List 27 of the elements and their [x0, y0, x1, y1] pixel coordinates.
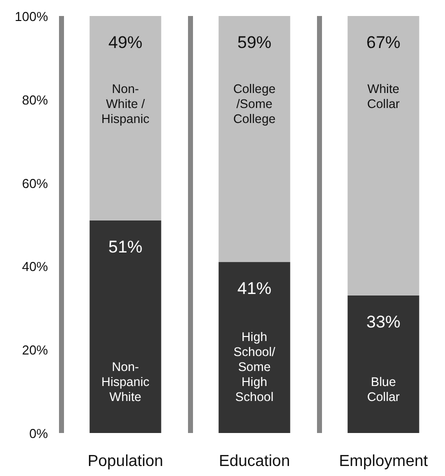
- annotation: Blue Collar: [367, 375, 400, 404]
- y-tick-label: 40%: [22, 259, 48, 274]
- annotation: Non- Hispanic White: [101, 360, 150, 404]
- y-tick-label: 0%: [29, 426, 48, 441]
- x-tick-label: Population: [88, 453, 164, 470]
- annotation: Non- White / Hispanic: [101, 82, 150, 126]
- bar: [218, 262, 290, 433]
- bar: [348, 16, 420, 296]
- y-tick-label: 20%: [22, 342, 48, 358]
- annotation: College /Some College: [233, 82, 276, 126]
- data-label: 33%: [366, 312, 400, 332]
- x-tick-label: Education: [218, 453, 290, 470]
- data-label: 51%: [108, 237, 142, 256]
- data-label: 59%: [237, 33, 272, 52]
- x-tick-label: Employment: [338, 453, 428, 470]
- bar: [348, 295, 420, 433]
- y-tick-label: 100%: [14, 9, 48, 24]
- data-label: 67%: [366, 33, 400, 52]
- data-label: 49%: [108, 33, 142, 52]
- annotation: White Collar: [367, 82, 400, 111]
- y-tick-label: 80%: [22, 92, 48, 108]
- bar: [90, 16, 162, 220]
- y-tick-label: 60%: [22, 176, 48, 191]
- annotation: High School/ Some High School: [234, 330, 276, 404]
- bar: [218, 16, 290, 262]
- data-label: 41%: [237, 279, 272, 298]
- bar: [90, 220, 162, 433]
